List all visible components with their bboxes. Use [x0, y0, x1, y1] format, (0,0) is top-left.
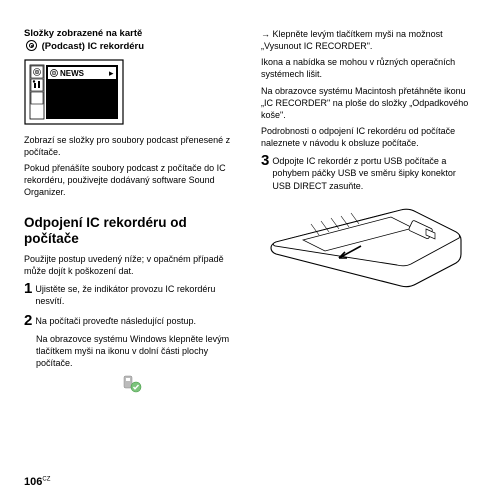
right-cont-details: Podrobnosti o odpojení IC rekordéru od p… [261, 125, 476, 149]
disconnect-heading: Odpojení IC rekordéru od počítače [24, 215, 239, 247]
step-2-text: Na počítači proveďte následující postup. [35, 313, 196, 327]
title-line1: Složky zobrazené na kartě [24, 28, 142, 39]
step-number-3: 3 [261, 153, 269, 168]
podcast-icon [26, 40, 37, 51]
usb-ok-icon [24, 375, 239, 396]
step-2-sub-windows: Na obrazovce systému Windows klepněte le… [36, 333, 239, 369]
para-folders-shown: Zobrazí se složky pro soubory podcast př… [24, 134, 239, 158]
step-number-1: 1 [24, 281, 32, 296]
folders-title: Složky zobrazené na kartě (Podcast) IC r… [24, 28, 239, 53]
svg-text:NEWS: NEWS [60, 69, 85, 78]
page-number-suffix: CZ [42, 477, 50, 483]
step-3-text: Odpojte IC rekordér z portu USB počítače… [272, 153, 476, 191]
svg-text:▸: ▸ [109, 68, 114, 78]
para-sound-organizer: Pokud přenášíte soubory podcast z počíta… [24, 162, 239, 198]
recorder-screen-diagram: NEWS ▸ [24, 59, 239, 128]
step-1-text: Ujistěte se, že indikátor provozu IC rek… [35, 281, 239, 307]
step-1: 1 Ujistěte se, že indikátor provozu IC r… [24, 281, 239, 307]
title-line2: (Podcast) IC rekordéru [42, 41, 144, 52]
ic-recorder-device-diagram [261, 202, 476, 300]
step-number-2: 2 [24, 313, 32, 328]
right-cont-eject: → Klepněte levým tlačítkem myši na možno… [261, 28, 476, 52]
page-number-value: 106 [24, 476, 42, 488]
page-number: 106CZ [24, 475, 50, 490]
para-use-procedure: Použijte postup uvedený níže; v opačném … [24, 253, 239, 277]
right-cont-macintosh: Na obrazovce systému Macintosh přetáhnět… [261, 85, 476, 121]
arrow-icon: → [261, 29, 270, 39]
step-3: 3 Odpojte IC rekordér z portu USB počíta… [261, 153, 476, 191]
cont1-text: Klepněte levým tlačítkem myši na možnost… [261, 29, 443, 51]
right-cont-icon-vary: Ikona a nabídka se mohou v různých opera… [261, 56, 476, 80]
step-2: 2 Na počítači proveďte následující postu… [24, 313, 239, 328]
